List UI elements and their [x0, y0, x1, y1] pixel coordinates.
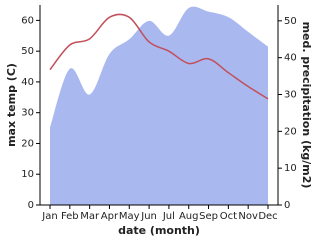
precipitation-area	[50, 6, 268, 206]
y-tick-label: 10	[21, 169, 34, 180]
x-tick-label: Aug	[179, 211, 199, 222]
x-tick-label: Jan	[41, 211, 57, 222]
y-tick-label: 60	[21, 15, 34, 26]
y2-tick-label: 40	[284, 53, 297, 64]
x-tick-label: Mar	[80, 211, 100, 222]
x-tick-label: May	[119, 211, 140, 222]
y-axis-label: max temp (C)	[5, 63, 18, 147]
x-tick-label: Sep	[199, 211, 218, 222]
x-tick-label: Jul	[162, 211, 175, 222]
y-tick-label: 40	[21, 77, 34, 88]
x-tick-label: Feb	[61, 211, 79, 222]
y-tick-label: 20	[21, 138, 34, 149]
y2-tick-label: 0	[284, 200, 290, 211]
x-axis-label: date (month)	[118, 224, 200, 237]
y2-tick-label: 30	[284, 90, 297, 101]
y2-axis-label: med. precipitation (kg/m2)	[300, 22, 313, 189]
y-tick-label: 50	[21, 46, 34, 57]
x-tick-label: Nov	[238, 211, 258, 222]
x-tick-label: Dec	[258, 211, 277, 222]
x-tick-label: Oct	[220, 211, 237, 222]
y-tick-label: 0	[28, 200, 34, 211]
y-tick-label: 30	[21, 108, 34, 119]
x-tick-label: Jun	[140, 211, 157, 222]
x-tick-label: Apr	[101, 211, 119, 222]
y2-tick-label: 10	[284, 163, 297, 174]
y2-tick-label: 50	[284, 16, 297, 27]
temp-line	[49, 13, 269, 100]
y2-tick-label: 20	[284, 126, 297, 137]
